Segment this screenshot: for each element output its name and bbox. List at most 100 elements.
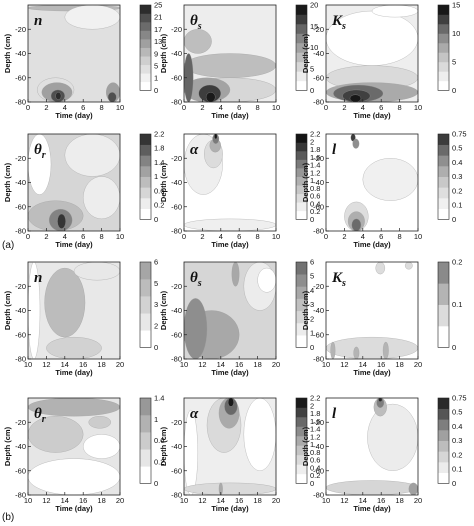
contour-field <box>184 398 276 495</box>
colorbar-tick-label: 20 <box>310 1 318 10</box>
colorbar-swatch <box>296 310 307 324</box>
colorbar-tick-label: 0 <box>154 215 158 224</box>
colorbar-swatch <box>140 64 151 74</box>
colorbar: 00.20.40.60.811.21.41.61.822.2 <box>295 130 320 224</box>
colorbar-tick-label: 21 <box>154 13 162 22</box>
colorbar-tick-label: 17 <box>154 25 162 34</box>
colorbar-swatch <box>438 61 449 72</box>
colorbar-swatch <box>438 52 449 63</box>
colorbar-tick-label: 0 <box>310 343 314 352</box>
contour-region <box>352 138 360 149</box>
y-tick-label: -40 <box>313 178 324 187</box>
contour-region <box>351 218 362 231</box>
contour-field <box>28 134 120 231</box>
panel-label: α <box>190 406 199 422</box>
colorbar-tick-label: 0.4 <box>310 199 320 208</box>
x-tick-label: 10 <box>24 360 32 369</box>
y-tick-label: -40 <box>171 442 182 451</box>
colorbar-swatch <box>438 398 449 409</box>
panel-label: θs <box>190 270 202 289</box>
y-tick-label: -80 <box>313 355 324 364</box>
x-tick-label: 10 <box>322 360 330 369</box>
y-tick-label: -60 <box>15 202 26 211</box>
colorbar: 0 5 10 15 <box>437 1 460 95</box>
colorbar-tick-label: 0 <box>154 343 158 352</box>
x-tick-label: 20 <box>272 496 280 505</box>
contour-region <box>218 482 223 495</box>
colorbar-swatch <box>438 419 449 431</box>
colorbar-tick-label: 1.6 <box>310 417 320 426</box>
contour-region <box>231 262 240 287</box>
colorbar-tick-label: 25 <box>154 1 162 10</box>
x-tick-label: 6 <box>379 232 383 241</box>
colorbar-tick-label: 0.4 <box>310 463 320 472</box>
colorbar-tick-label: 10 <box>452 29 460 38</box>
y-tick-label: -40 <box>171 306 182 315</box>
x-tick-label: 12 <box>198 360 206 369</box>
contour-region <box>184 482 276 495</box>
colorbar-swatch <box>140 398 151 416</box>
x-tick-label: 4 <box>219 103 223 112</box>
x-tick-label: 20 <box>414 360 422 369</box>
x-axis-label: Time (day) <box>353 240 391 249</box>
x-tick-label: 4 <box>219 232 223 241</box>
x-tick-label: 8 <box>256 232 260 241</box>
y-tick-label: -80 <box>313 227 324 236</box>
y-tick-label: -20 <box>313 154 324 163</box>
colorbar-tick-label: 3 <box>310 300 314 309</box>
x-tick-label: 20 <box>116 496 124 505</box>
y-tick-label: -40 <box>15 49 26 58</box>
y-axis-label: Depth (cm) <box>159 426 168 466</box>
x-tick-label: 14 <box>61 496 69 505</box>
panel-label: Ks <box>331 270 346 289</box>
colorbar-swatch <box>140 155 151 167</box>
colorbar-tick-label: 1.8 <box>310 409 320 418</box>
x-tick-label: 12 <box>198 496 206 505</box>
colorbar-swatch <box>140 279 151 297</box>
y-tick-label: -40 <box>15 306 26 315</box>
contour-region <box>73 262 120 281</box>
colorbar-frame <box>295 133 308 220</box>
colorbar: 0 1 5 9 13 17 21 25 <box>139 1 162 95</box>
y-tick-label: -20 <box>313 418 324 427</box>
x-tick-label: 10 <box>24 496 32 505</box>
x-tick-label: 14 <box>61 360 69 369</box>
y-tick-label: -80 <box>313 98 324 107</box>
y-tick-label: -40 <box>15 442 26 451</box>
colorbar-tick-label: 0 <box>452 215 456 224</box>
y-axis-label: Depth (cm) <box>3 426 12 466</box>
y-tick-label: -20 <box>15 418 26 427</box>
colorbar-swatch <box>296 71 307 82</box>
colorbar-swatch <box>140 208 151 220</box>
y-tick-label: -20 <box>171 154 182 163</box>
colorbar-tick-label: 5 <box>452 57 456 66</box>
colorbar-swatch <box>296 298 307 312</box>
colorbar-swatch <box>296 33 307 44</box>
colorbar-swatch <box>438 33 449 44</box>
y-tick-label: -60 <box>171 466 182 475</box>
contour-region <box>330 341 336 359</box>
contour-region <box>83 176 120 220</box>
colorbar-tick-label: 2 <box>154 322 158 331</box>
panel-a-ks: Ks 0 2 4 6 8 10 -20 -40 -60 -80 Time (day) Depth (cm… <box>301 1 460 121</box>
colorbar-swatch <box>296 193 307 203</box>
x-axis-label: Time (day) <box>353 504 391 513</box>
colorbar-swatch <box>140 313 151 331</box>
colorbar-swatch <box>296 262 307 275</box>
colorbar-tick-label: 2 <box>310 401 314 410</box>
colorbar-tick-label: 4 <box>310 286 314 295</box>
colorbar-tick-label: 0.4 <box>452 422 462 431</box>
colorbar-tick-label: 1.6 <box>310 153 320 162</box>
y-axis-label: Depth (cm) <box>3 33 12 73</box>
colorbar-frame <box>139 133 152 220</box>
y-tick-label: -60 <box>313 466 324 475</box>
panel-label: l <box>332 142 337 158</box>
colorbar-tick-label: 0 <box>310 86 314 95</box>
colorbar-tick-label: 0 <box>154 86 158 95</box>
x-axis-label: Time (day) <box>55 368 93 377</box>
x-tick-label: 12 <box>340 360 348 369</box>
colorbar-swatch <box>296 286 307 299</box>
